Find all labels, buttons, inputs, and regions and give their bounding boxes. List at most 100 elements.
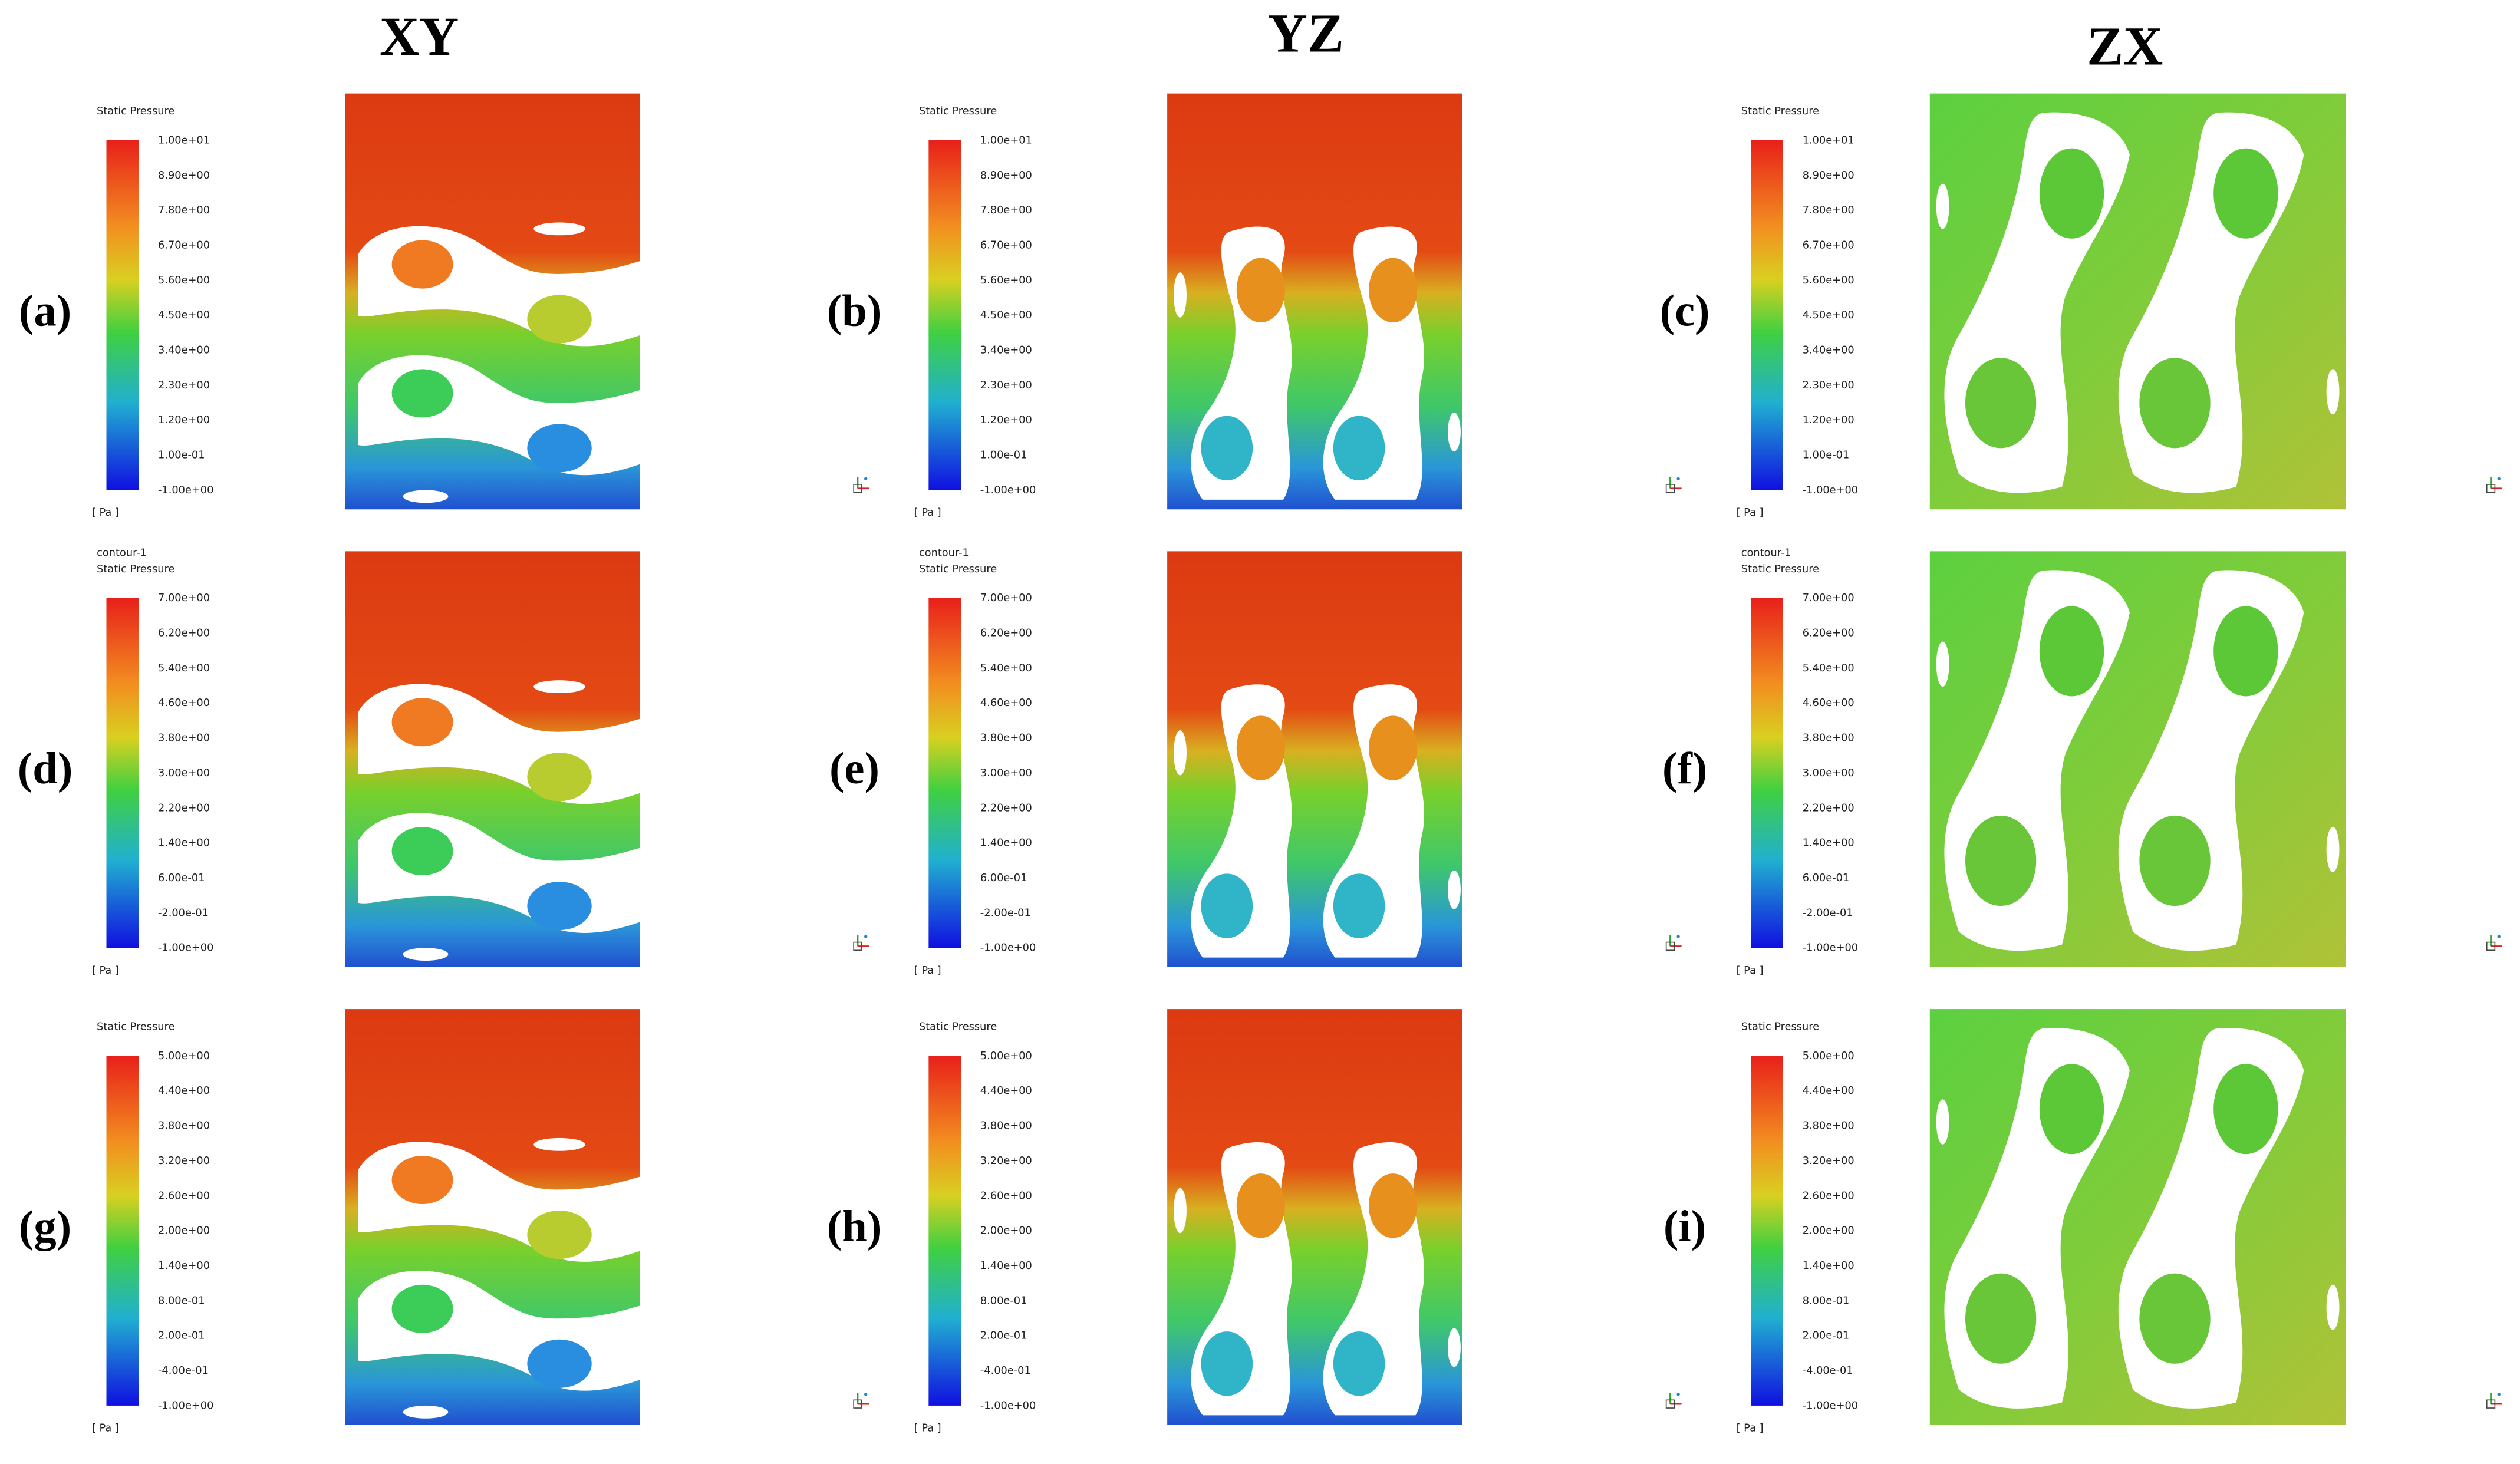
colorbar-tick-label: 1.00e+01 — [1803, 134, 1854, 146]
axis-triad — [1665, 1393, 1682, 1409]
pore — [2139, 815, 2211, 906]
colorbar-tick-label: 2.20e+00 — [158, 802, 210, 814]
colorbar — [106, 140, 139, 490]
colorbar-tick-label: 3.20e+00 — [158, 1155, 210, 1167]
colorbar-tick-label: -2.00e-01 — [1803, 907, 1853, 919]
panel-label: (a) — [19, 285, 71, 335]
pore — [391, 369, 453, 418]
colorbar-tick-label: -1.00e+00 — [1803, 484, 1858, 496]
strut-band — [1944, 112, 2130, 493]
axis-origin — [853, 941, 862, 951]
colorbar-tick-label: 2.60e+00 — [980, 1190, 1032, 1202]
strut — [2326, 369, 2340, 414]
colorbar-legend: contour-1 Static Pressure 7.00e+00 6.20e+00… — [1737, 548, 1859, 977]
colorbar-tick-label: 2.00e-01 — [1803, 1330, 1850, 1342]
colorbar-tick-label: -1.00e+00 — [980, 1400, 1036, 1412]
strut — [403, 490, 449, 503]
contour-plot — [1167, 93, 1462, 510]
contour-plot — [1929, 1009, 2346, 1425]
colorbar-tick-label: 2.30e+00 — [1803, 380, 1854, 391]
colorbar-tick-label: 6.70e+00 — [980, 239, 1032, 251]
axis-triad — [2486, 1393, 2502, 1409]
pore — [1333, 873, 1385, 938]
axis — [2497, 477, 2501, 481]
pore — [527, 882, 592, 931]
colorbar — [1751, 140, 1783, 490]
contour-plot — [345, 551, 640, 968]
column-heading: XY — [380, 6, 459, 67]
colorbar-tick-label: 4.50e+00 — [980, 309, 1032, 321]
colorbar-tick-label: 7.00e+00 — [158, 592, 210, 604]
legend-title: Static Pressure — [919, 1021, 997, 1033]
colorbar-tick-label: 1.00e-01 — [980, 450, 1027, 461]
colorbar-legend: Static Pressure 1.00e+01 8.90e+00 7.80e+00 6… — [92, 105, 214, 519]
legend-unit: [ Pa ] — [92, 965, 119, 977]
legend-title: Static Pressure — [919, 105, 997, 117]
colorbar-tick-label: 6.70e+00 — [158, 239, 210, 251]
legend-title: Static Pressure — [1741, 1021, 1819, 1033]
strut — [1174, 1188, 1187, 1234]
colorbar-tick-label: 2.30e+00 — [158, 380, 210, 391]
legend-title: contour-1 — [919, 548, 969, 559]
colorbar-tick-label: 6.70e+00 — [1803, 239, 1854, 251]
pore — [1369, 258, 1418, 322]
pore — [391, 1284, 453, 1333]
strut-band — [2118, 112, 2304, 493]
axis — [864, 477, 868, 481]
axis-triad — [853, 1393, 869, 1409]
axis-origin — [2486, 941, 2496, 951]
legend-unit: [ Pa ] — [1737, 1423, 1764, 1435]
colorbar-tick-label: 4.40e+00 — [158, 1085, 210, 1097]
colorbar-tick-label: 7.80e+00 — [980, 205, 1032, 216]
colorbar-tick-label: 6.00e-01 — [980, 872, 1027, 884]
colorbar-tick-label: 3.80e+00 — [1803, 733, 1854, 744]
axis — [1676, 477, 1680, 481]
colorbar-tick-label: 4.60e+00 — [1803, 697, 1854, 709]
colorbar-tick-label: 8.00e-01 — [980, 1295, 1027, 1307]
colorbar-tick-label: 1.00e+01 — [158, 134, 210, 146]
legend-title: Static Pressure — [919, 563, 997, 575]
colorbar-legend: contour-1 Static Pressure 7.00e+00 6.20e+00… — [92, 548, 214, 977]
colorbar-tick-label: 2.20e+00 — [980, 802, 1032, 814]
colorbar — [1751, 598, 1783, 948]
pore — [2039, 1064, 2104, 1155]
colorbar-tick-label: 2.60e+00 — [158, 1190, 210, 1202]
colorbar-tick-label: 1.40e+00 — [158, 1260, 210, 1272]
legend-title: Static Pressure — [97, 1021, 174, 1033]
legend-title: Static Pressure — [97, 105, 174, 117]
strut — [1936, 1099, 1949, 1145]
colorbar-tick-label: 1.00e+01 — [980, 134, 1032, 146]
pore — [527, 424, 592, 473]
strut-band — [1323, 1142, 1425, 1416]
contour-plot — [1167, 551, 1462, 968]
strut — [403, 1405, 449, 1419]
contour-plot — [345, 1009, 640, 1425]
colorbar-tick-label: 1.40e+00 — [980, 837, 1032, 849]
pore — [1965, 1273, 2037, 1364]
pore — [2039, 148, 2104, 239]
colorbar-legend: Static Pressure 1.00e+01 8.90e+00 7.80e+00 6… — [1737, 105, 1859, 519]
colorbar-tick-label: 2.30e+00 — [980, 380, 1032, 391]
colorbar-tick-label: 6.20e+00 — [1803, 628, 1854, 639]
axis-triad — [853, 477, 869, 493]
pore — [1369, 715, 1418, 780]
strut-band — [1323, 684, 1425, 958]
strut-band — [358, 355, 640, 476]
colorbar-tick-label: 3.80e+00 — [980, 733, 1032, 744]
strut-band — [358, 813, 640, 933]
colorbar-legend: Static Pressure 5.00e+00 4.40e+00 3.80e+00 3… — [1737, 1021, 1859, 1435]
legend-title: Static Pressure — [1741, 105, 1819, 117]
axis-triad — [1665, 935, 1682, 951]
legend-title: Static Pressure — [1741, 563, 1819, 575]
axis-triad — [853, 935, 869, 951]
panel-label: (h) — [827, 1201, 882, 1251]
pore — [1236, 258, 1285, 322]
pore — [527, 1210, 592, 1259]
strut — [1448, 413, 1461, 451]
colorbar — [1751, 1056, 1783, 1406]
colorbar-tick-label: 4.50e+00 — [1803, 309, 1854, 321]
colorbar-tick-label: 5.40e+00 — [158, 662, 210, 674]
strut-band — [358, 1271, 640, 1391]
colorbar-tick-label: 2.00e+00 — [158, 1225, 210, 1237]
